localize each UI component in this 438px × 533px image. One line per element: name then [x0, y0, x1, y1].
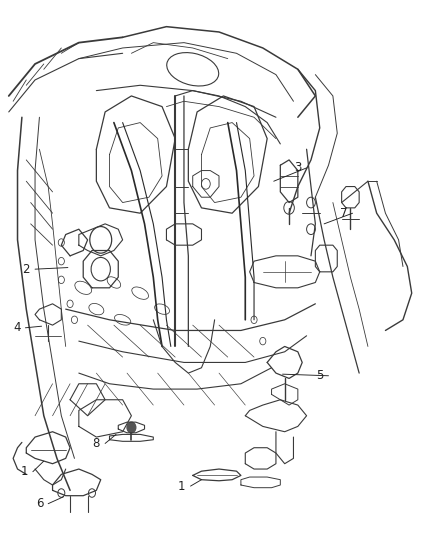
Text: 1: 1	[178, 480, 186, 492]
Text: 8: 8	[93, 437, 100, 450]
Text: 5: 5	[316, 369, 323, 382]
Text: 4: 4	[13, 321, 21, 334]
Text: 2: 2	[22, 263, 30, 276]
Text: 1: 1	[20, 465, 28, 478]
Text: 7: 7	[340, 207, 348, 220]
Text: 6: 6	[35, 497, 43, 510]
Circle shape	[127, 422, 136, 433]
Text: 3: 3	[294, 161, 301, 174]
